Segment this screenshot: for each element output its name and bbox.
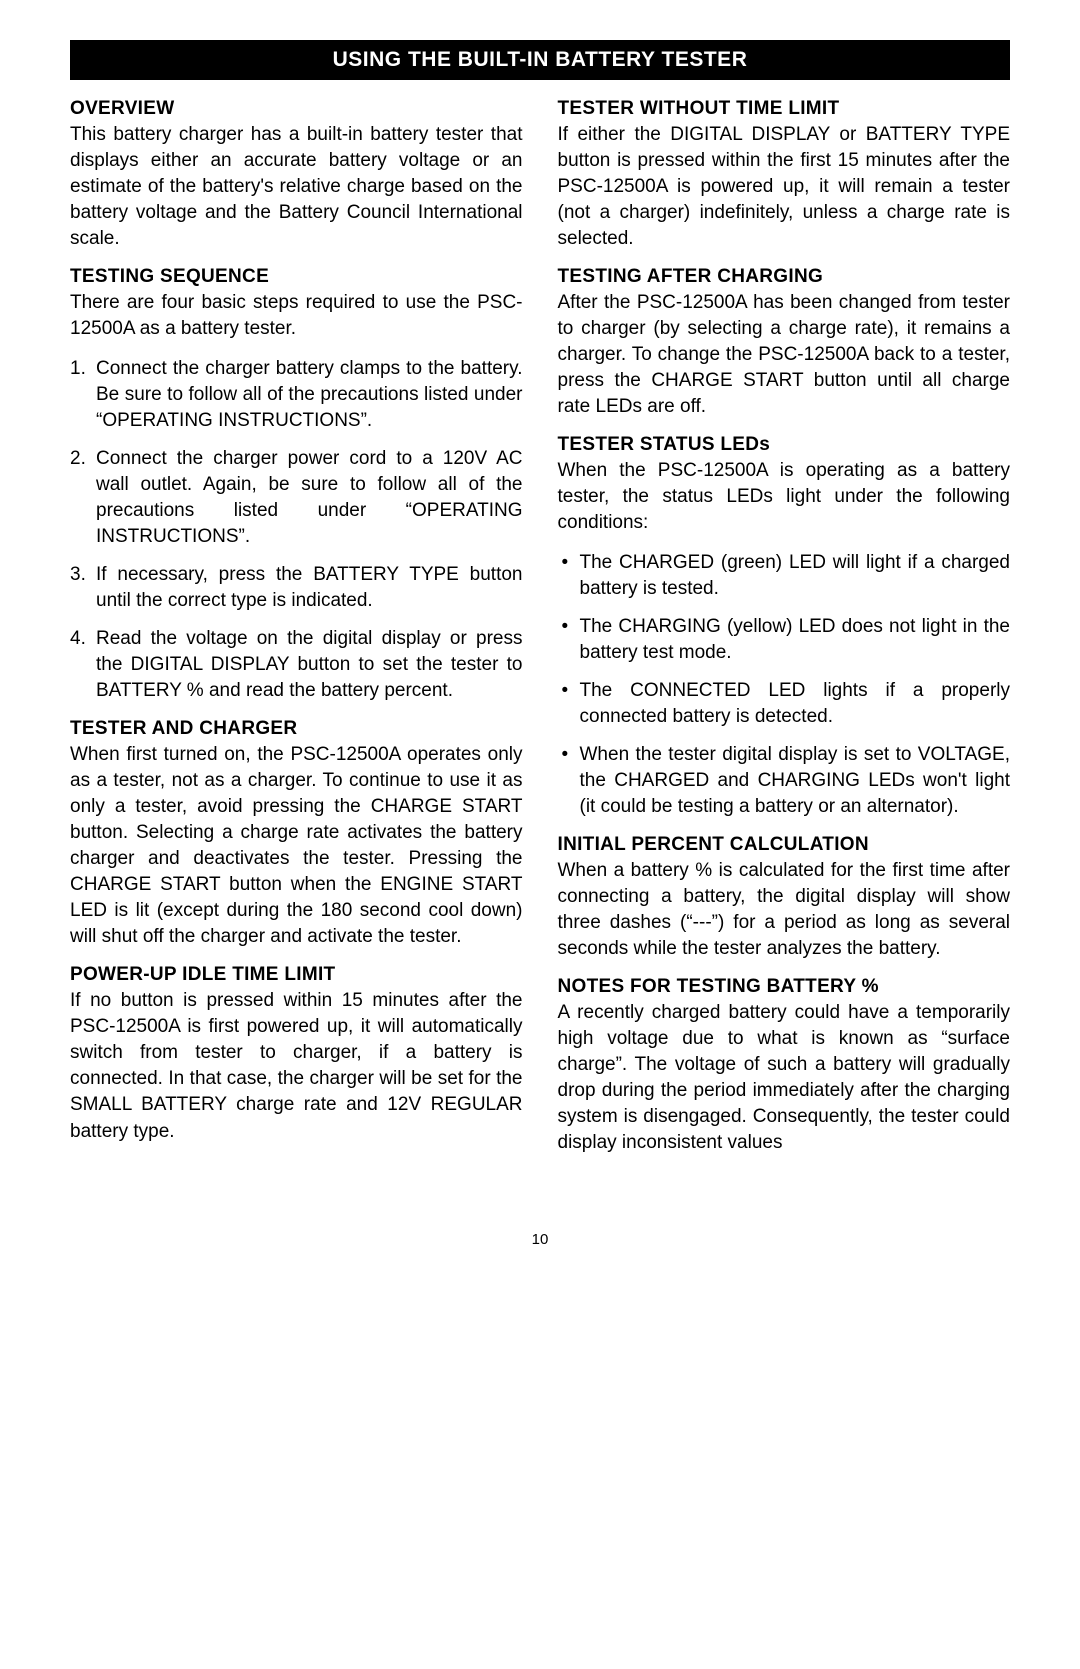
- heading-tester-and-charger: TESTER AND CHARGER: [70, 718, 523, 740]
- section-banner: USING THE BUILT-IN BATTERY TESTER: [70, 40, 1010, 80]
- text-testing-after-charging: After the PSC-12500A has been changed fr…: [558, 290, 1011, 420]
- heading-testing-sequence: TESTING SEQUENCE: [70, 266, 523, 288]
- text-initial-percent: When a battery % is calculated for the f…: [558, 858, 1011, 962]
- page-number: 10: [70, 1231, 1010, 1248]
- left-column: OVERVIEW This battery charger has a buil…: [70, 98, 523, 1171]
- list-item: If necessary, press the BATTERY TYPE but…: [70, 562, 523, 614]
- text-tester-status-leds-intro: When the PSC-12500A is operating as a ba…: [558, 458, 1011, 536]
- list-item: Connect the charger power cord to a 120V…: [70, 446, 523, 550]
- list-item: Read the voltage on the digital display …: [70, 626, 523, 704]
- text-testing-sequence-intro: There are four basic steps required to u…: [70, 290, 523, 342]
- testing-sequence-steps: Connect the charger battery clamps to th…: [70, 356, 523, 704]
- text-overview: This battery charger has a built-in batt…: [70, 122, 523, 252]
- tester-status-bullets: The CHARGED (green) LED will light if a …: [558, 550, 1011, 820]
- heading-power-up-idle: POWER-UP IDLE TIME LIMIT: [70, 964, 523, 986]
- heading-overview: OVERVIEW: [70, 98, 523, 120]
- two-column-layout: OVERVIEW This battery charger has a buil…: [70, 98, 1010, 1171]
- heading-initial-percent: INITIAL PERCENT CALCULATION: [558, 834, 1011, 856]
- text-tester-without-time: If either the DIGITAL DISPLAY or BATTERY…: [558, 122, 1011, 252]
- text-tester-and-charger: When first turned on, the PSC-12500A ope…: [70, 742, 523, 950]
- text-notes-testing: A recently charged battery could have a …: [558, 1000, 1011, 1156]
- heading-testing-after-charging: TESTING AFTER CHARGING: [558, 266, 1011, 288]
- heading-tester-status-leds: TESTER STATUS LEDs: [558, 434, 1011, 456]
- right-column: TESTER WITHOUT TIME LIMIT If either the …: [558, 98, 1011, 1171]
- heading-tester-without-time: TESTER WITHOUT TIME LIMIT: [558, 98, 1011, 120]
- list-item: Connect the charger battery clamps to th…: [70, 356, 523, 434]
- list-item: The CONNECTED LED lights if a properly c…: [558, 678, 1011, 730]
- text-power-up-idle: If no button is pressed within 15 minute…: [70, 988, 523, 1144]
- list-item: When the tester digital display is set t…: [558, 742, 1011, 820]
- list-item: The CHARGED (green) LED will light if a …: [558, 550, 1011, 602]
- heading-notes-testing: NOTES FOR TESTING BATTERY %: [558, 976, 1011, 998]
- list-item: The CHARGING (yellow) LED does not light…: [558, 614, 1011, 666]
